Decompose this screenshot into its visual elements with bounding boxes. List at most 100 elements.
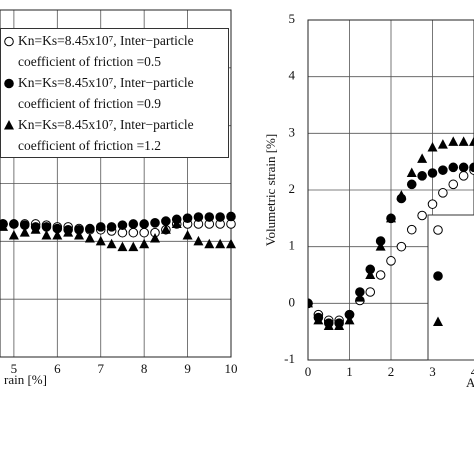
x-axis-label: Axia <box>466 375 474 390</box>
marker-circle <box>95 222 106 232</box>
x-tick-label: 4 <box>471 364 474 379</box>
marker-circle <box>417 210 427 221</box>
marker-circle <box>469 162 474 173</box>
marker-circle <box>427 168 438 178</box>
marker-triangle <box>84 232 95 243</box>
marker-triangle <box>386 212 396 223</box>
marker-circle <box>161 216 171 226</box>
marker-circle <box>4 78 14 89</box>
marker-triangle <box>344 314 355 325</box>
marker-circle <box>458 162 469 173</box>
marker-triangle <box>193 235 204 246</box>
plot-frame <box>0 9 232 358</box>
marker-circle <box>150 218 160 228</box>
marker-triangle <box>365 269 376 279</box>
marker-triangle <box>182 230 193 240</box>
y-axis-label: Volumetric strain [%] <box>263 134 278 246</box>
marker-circle <box>365 287 376 297</box>
marker-triangle <box>30 224 41 234</box>
marker-triangle <box>63 227 74 237</box>
marker-circle <box>128 227 139 238</box>
marker-triangle <box>52 230 63 240</box>
y-tick-label: -1 <box>284 351 295 366</box>
x-tick-label: 8 <box>141 361 148 376</box>
legend-marker <box>4 36 14 47</box>
marker-circle <box>448 179 459 190</box>
marker-triangle <box>458 136 469 146</box>
x-tick-label: 6 <box>54 361 61 376</box>
x-axis-label: rain [%] <box>4 372 47 387</box>
marker-triangle <box>308 297 313 308</box>
marker-circle <box>386 256 396 266</box>
marker-circle <box>448 162 459 173</box>
marker-circle <box>438 188 448 198</box>
marker-triangle <box>427 142 438 152</box>
marker-triangle <box>334 320 345 330</box>
legend-entry: Kn=Ks=8.45x10⁷, Inter−particle coefficie… <box>3 72 226 114</box>
marker-triangle <box>469 136 474 146</box>
marker-circle <box>406 224 417 235</box>
marker-circle <box>375 270 386 280</box>
marker-circle <box>41 222 52 232</box>
legend: Kn=Ks=8.45x10⁷, Inter−particle coefficie… <box>0 28 229 158</box>
marker-triangle <box>313 314 324 325</box>
x-tick-label: 1 <box>346 364 353 379</box>
marker-triangle <box>4 120 14 130</box>
marker-circle <box>106 222 117 232</box>
y-tick-label: 2 <box>289 181 296 196</box>
marker-circle <box>458 171 469 181</box>
marker-triangle <box>433 316 443 326</box>
marker-triangle <box>8 230 19 240</box>
marker-circle <box>438 165 448 175</box>
marker-circle <box>9 219 19 229</box>
marker-triangle <box>171 218 182 228</box>
series-group <box>0 211 236 252</box>
marker-circle <box>204 212 215 222</box>
legend-label: Kn=Ks=8.45x10⁷, Inter−particle coefficie… <box>18 33 194 69</box>
x-tick-label: 10 <box>225 361 238 376</box>
marker-triangle <box>117 241 128 252</box>
marker-circle <box>406 179 417 190</box>
marker-circle <box>433 225 443 235</box>
marker-circle <box>139 227 149 238</box>
legend-label: Kn=Ks=8.45x10⁷, Inter−particle coefficie… <box>18 75 194 111</box>
marker-circle <box>128 219 139 229</box>
marker-triangle <box>106 238 117 249</box>
marker-triangle <box>160 224 171 234</box>
marker-triangle <box>323 320 334 330</box>
marker-triangle <box>375 241 386 251</box>
marker-triangle <box>41 230 52 240</box>
legend-label: Kn=Ks=8.45x10⁷, Inter−particle coefficie… <box>18 117 194 153</box>
x-tick-label: 2 <box>388 364 395 379</box>
y-tick-label: 4 <box>289 68 296 83</box>
marker-triangle <box>128 241 139 252</box>
marker-triangle <box>19 227 30 237</box>
series-group <box>308 136 474 330</box>
x-tick-label: 3 <box>429 364 436 379</box>
marker-triangle <box>396 190 407 200</box>
marker-triangle <box>437 139 448 149</box>
marker-triangle <box>95 235 106 246</box>
x-tick-label: 7 <box>97 361 104 376</box>
marker-circle <box>427 199 438 209</box>
marker-triangle <box>448 136 459 146</box>
marker-triangle <box>0 221 9 231</box>
marker-circle <box>417 171 427 181</box>
marker-circle <box>85 223 95 234</box>
y-tick-label: 5 <box>289 11 296 26</box>
legend-entry: Kn=Ks=8.45x10⁷, Inter−particle coefficie… <box>3 30 226 72</box>
legend-entry: Kn=Ks=8.45x10⁷, Inter−particle coefficie… <box>3 114 226 156</box>
y-tick-label: 3 <box>289 124 296 139</box>
legend-marker <box>4 120 14 130</box>
marker-triangle <box>417 153 428 163</box>
marker-circle <box>139 219 149 229</box>
marker-triangle <box>354 292 365 302</box>
marker-triangle <box>150 232 161 243</box>
marker-circle <box>182 213 193 223</box>
y-tick-label: 0 <box>289 294 296 309</box>
marker-triangle <box>74 230 85 240</box>
marker-triangle <box>226 238 236 249</box>
x-tick-label: 9 <box>184 361 191 376</box>
legend-marker <box>4 78 14 89</box>
